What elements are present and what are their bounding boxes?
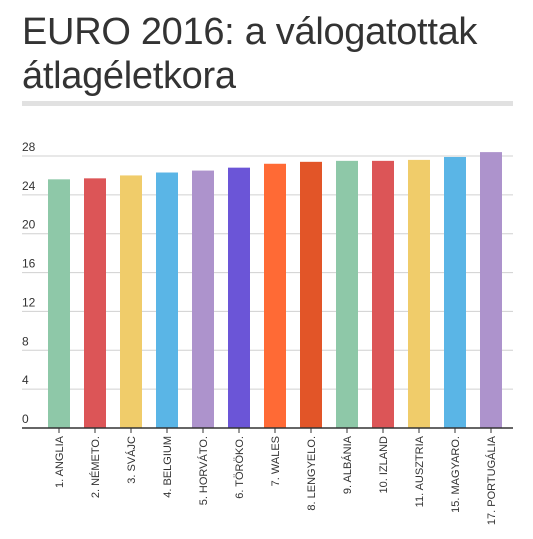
bar-8 xyxy=(300,161,322,429)
bars xyxy=(48,152,502,429)
bar-1 xyxy=(48,179,70,428)
x-category-label: 4. BELGIUM xyxy=(162,436,174,498)
x-axis-labels: 1. ANGLIA 2. NÉMETO. 3. SVÁJC 4. BELGIUM 5. … xyxy=(54,428,498,525)
y-tick-label: 16 xyxy=(22,257,36,271)
x-category-label: 8. LENGYELO. xyxy=(306,436,318,511)
bar-9 xyxy=(336,160,358,428)
x-category-label: 15. MAGYARO. xyxy=(450,436,462,513)
x-category-label: 10. IZLAND xyxy=(378,436,390,494)
y-tick-label: 12 xyxy=(22,295,36,309)
x-category-label: 1. ANGLIA xyxy=(54,435,66,488)
y-axis-ticks: 0 4 8 12 16 20 24 28 xyxy=(22,140,36,426)
y-tick-label: 20 xyxy=(22,218,36,232)
y-tick-label: 24 xyxy=(22,179,36,193)
bar-5 xyxy=(192,170,214,429)
x-category-label: 11. AUSZTRIA xyxy=(414,435,426,507)
bar-11 xyxy=(408,159,430,428)
bar-2 xyxy=(84,178,106,428)
bar-4 xyxy=(156,172,178,428)
chart-title: EURO 2016: a válogatottak átlagéletkora xyxy=(22,11,478,97)
bar-13 xyxy=(480,152,502,428)
y-tick-label: 8 xyxy=(22,334,29,348)
bar-3 xyxy=(120,175,142,428)
bar-10 xyxy=(372,160,394,428)
y-tick-label: 0 xyxy=(22,412,29,426)
bar-7 xyxy=(264,163,286,428)
bar-6 xyxy=(228,167,250,428)
x-category-label: 2. NÉMETO. xyxy=(89,436,102,498)
x-category-label: 17. PORTUGÁLIA xyxy=(485,435,498,525)
x-category-label: 6. TÖRÖKO. xyxy=(234,436,246,499)
y-tick-label: 28 xyxy=(22,140,36,154)
title-divider xyxy=(22,101,513,106)
bar-12 xyxy=(444,156,466,428)
x-category-label: 7. WALES xyxy=(270,436,282,486)
x-category-label: 5. HORVÁTO. xyxy=(197,436,210,505)
x-category-label: 9. ALBÁNIA xyxy=(341,435,354,494)
x-category-label: 3. SVÁJC xyxy=(125,436,138,484)
y-tick-label: 4 xyxy=(22,373,29,387)
